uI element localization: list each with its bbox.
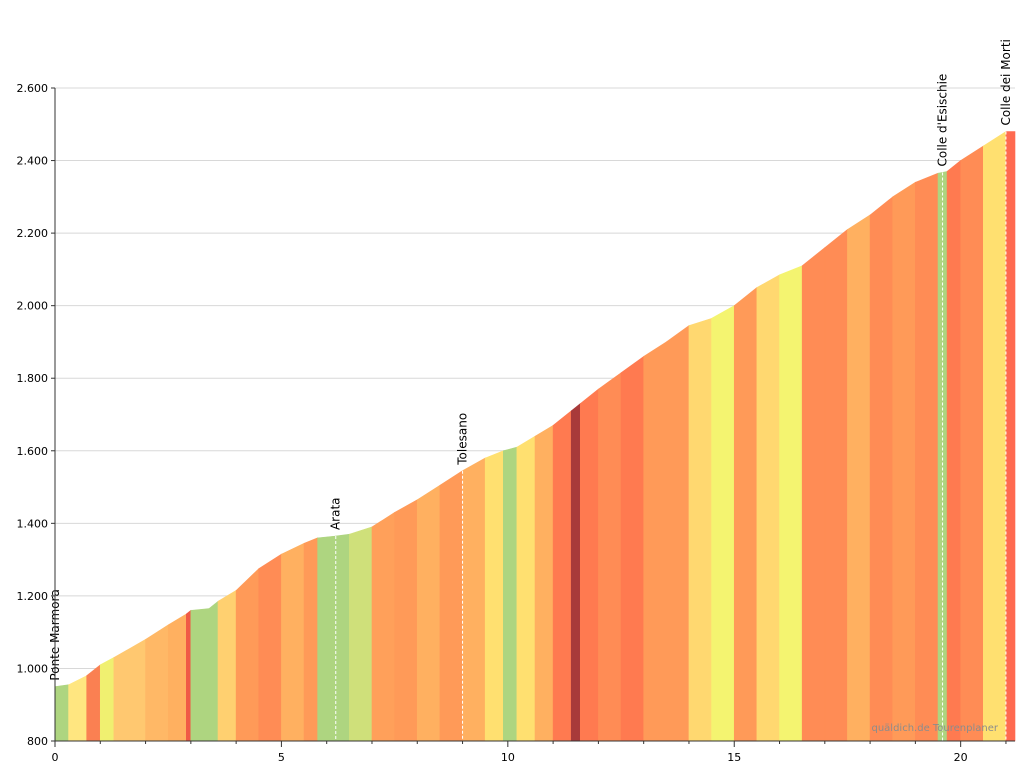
elevation-segment	[570, 402, 581, 742]
elevation-segment	[779, 265, 803, 742]
elevation-segment	[303, 537, 318, 742]
elevation-segment	[439, 470, 463, 742]
elevation-segment	[516, 435, 536, 742]
elevation-segment	[960, 145, 984, 742]
elevation-segment	[68, 675, 87, 742]
elevation-segment	[892, 181, 916, 742]
y-tick-label: 1.800	[17, 372, 49, 385]
elevation-segment	[946, 159, 961, 742]
elevation-segment	[86, 664, 101, 742]
elevation-segment	[167, 613, 187, 742]
elevation-segment	[756, 274, 780, 742]
axis-ticks: 800 1.000 1.200 1.400 1.600 1.800 2.000 2.200 2.…	[17, 82, 1007, 764]
elevation-segment	[688, 317, 712, 742]
elevation-segment	[1005, 131, 1016, 742]
elevation-segment	[915, 172, 939, 742]
elevation-segment	[711, 305, 735, 742]
elevation-segment	[666, 325, 690, 742]
poi-label: Colle dei Morti	[999, 39, 1013, 125]
elevation-segment	[869, 196, 894, 742]
y-tick-label: 800	[27, 735, 48, 748]
elevation-segment	[462, 457, 486, 742]
elevation-segment	[579, 388, 599, 742]
elevation-segment	[801, 246, 826, 742]
elevation-segment	[54, 684, 69, 742]
y-tick-label: 2.400	[17, 155, 49, 168]
poi-label: Colle d'Esischie	[936, 74, 950, 167]
elevation-segment	[598, 372, 622, 742]
elevation-segment	[208, 600, 219, 742]
elevation-segment	[824, 228, 848, 742]
elevation-segment	[484, 450, 504, 742]
elevation-segment	[416, 484, 441, 742]
elevation-segment	[394, 499, 418, 742]
elevation-segment	[847, 214, 871, 742]
elevation-segment	[217, 589, 237, 742]
elevation-segment	[186, 609, 192, 742]
elevation-segment	[190, 608, 210, 742]
elevation-segment	[349, 526, 373, 742]
elevation-segment	[281, 542, 305, 742]
gridlines	[55, 87, 1015, 669]
elevation-segment	[235, 567, 260, 742]
elevation-segment	[552, 410, 572, 742]
y-tick-label: 2.600	[17, 82, 49, 95]
elevation-segment	[113, 638, 146, 742]
axes	[54, 88, 1015, 742]
x-tick-label: 20	[954, 751, 968, 764]
elevation-segment	[371, 511, 395, 742]
elevation-segment	[937, 171, 948, 742]
elevation-segment	[145, 624, 169, 742]
elevation-segment	[258, 553, 282, 742]
x-tick-label: 5	[278, 751, 285, 764]
watermark: quäldich.de Tourenplaner	[871, 723, 998, 734]
y-tick-label: 2.200	[17, 227, 49, 240]
y-tick-label: 1.400	[17, 517, 49, 530]
y-tick-label: 1.200	[17, 590, 49, 603]
elevation-segments	[54, 130, 1016, 742]
elevation-segment	[317, 535, 337, 742]
x-tick-label: 15	[727, 751, 741, 764]
poi-label: Arata	[329, 497, 343, 530]
elevation-segment	[982, 130, 1007, 742]
elevation-segment	[502, 446, 518, 742]
x-tick-label: 0	[52, 751, 59, 764]
elevation-segment	[99, 657, 115, 742]
elevation-segment	[643, 341, 667, 742]
elevation-segment	[534, 424, 554, 742]
elevation-segment	[620, 355, 644, 742]
x-tick-label: 10	[501, 751, 515, 764]
y-tick-label: 1.600	[17, 445, 49, 458]
poi-label: Tolesano	[456, 413, 470, 466]
y-tick-label: 1.000	[17, 662, 49, 675]
elevation-segment	[335, 533, 350, 742]
y-tick-label: 2.000	[17, 300, 49, 313]
elevation-segment	[733, 286, 758, 742]
